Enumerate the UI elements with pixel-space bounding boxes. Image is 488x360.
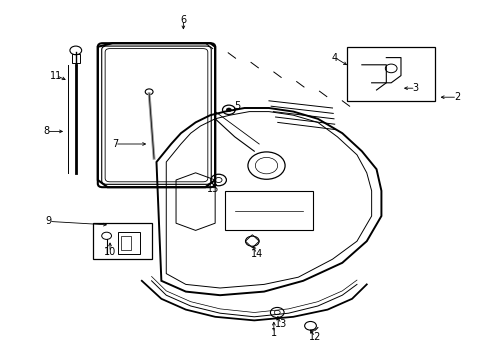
Text: 13: 13 [274, 319, 287, 329]
Circle shape [226, 108, 231, 112]
Bar [93, 223, 151, 259]
Text: 12: 12 [308, 332, 321, 342]
Bar [118, 232, 140, 254]
Text: 6: 6 [180, 15, 186, 25]
Text: 9: 9 [46, 216, 52, 226]
Bar [72, 54, 80, 63]
Text: 4: 4 [331, 53, 337, 63]
Text: 15: 15 [206, 184, 219, 194]
Text: 10: 10 [103, 247, 116, 257]
Text: 1: 1 [270, 328, 276, 338]
Text: 7: 7 [112, 139, 118, 149]
Text: 14: 14 [250, 249, 263, 259]
Text: 8: 8 [43, 126, 49, 136]
Bar [224, 191, 312, 230]
Text: 5: 5 [234, 101, 240, 111]
Text: 3: 3 [412, 83, 418, 93]
Text: 2: 2 [453, 92, 459, 102]
Text: 11: 11 [50, 71, 62, 81]
Bar [121, 236, 131, 250]
Bar [346, 47, 434, 101]
